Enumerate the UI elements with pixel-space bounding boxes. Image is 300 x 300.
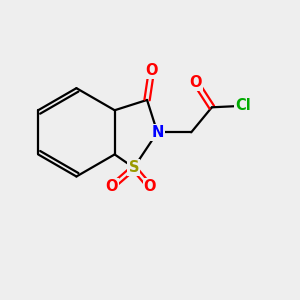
Text: N: N (151, 125, 164, 140)
Text: O: O (106, 179, 118, 194)
Text: S: S (129, 160, 139, 175)
Text: O: O (189, 75, 202, 90)
Text: O: O (145, 63, 158, 78)
Text: O: O (144, 179, 156, 194)
Text: Cl: Cl (235, 98, 250, 113)
